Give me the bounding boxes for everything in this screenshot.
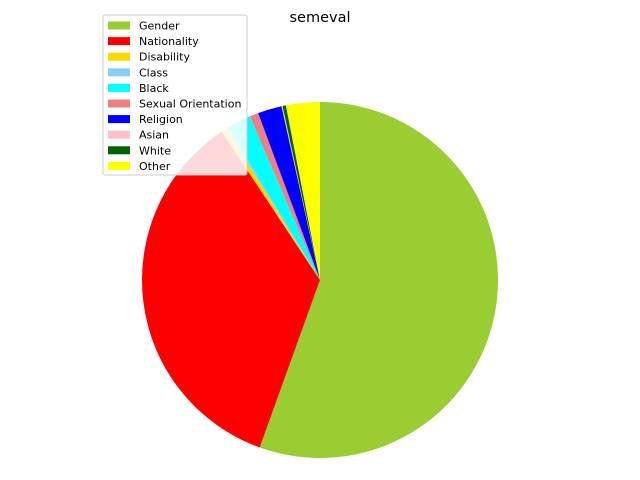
legend-swatch xyxy=(108,21,130,30)
legend-swatch xyxy=(108,68,130,77)
pie-slice-class xyxy=(226,127,320,281)
legend-swatch xyxy=(108,52,130,61)
pie-slice-asian xyxy=(281,105,320,280)
legend-label: Other xyxy=(139,160,171,173)
legend-box xyxy=(102,14,248,176)
legend-swatch xyxy=(108,83,130,92)
legend-label: Black xyxy=(139,82,169,95)
legend-swatch xyxy=(108,161,130,170)
pie-slice-black xyxy=(228,116,320,280)
legend-label: Gender xyxy=(139,20,180,33)
pie-slice-other xyxy=(285,102,320,280)
legend-label: Nationality xyxy=(139,35,199,48)
pie-slice-sexual-orientation xyxy=(249,113,320,280)
legend-label: Class xyxy=(139,66,168,79)
pie-slice-gender xyxy=(259,102,499,458)
legend-swatch xyxy=(108,130,130,139)
pie-slice-nationality xyxy=(142,131,320,448)
pie-slice-white xyxy=(282,105,320,280)
pie-slices xyxy=(142,102,499,458)
legend-swatch xyxy=(108,99,130,108)
legend-swatch xyxy=(108,115,130,124)
legend-swatch xyxy=(108,37,130,46)
legend-label: Asian xyxy=(139,129,169,142)
legend-label: White xyxy=(139,144,171,157)
pie-slice-religion xyxy=(258,106,320,281)
chart-title: semeval xyxy=(289,10,350,26)
legend: Gender Nationality Disability Class Black Sex… xyxy=(102,14,248,176)
legend-label: Sexual Orientation xyxy=(139,98,241,111)
legend-label: Disability xyxy=(139,51,190,64)
legend-label: Religion xyxy=(139,113,183,126)
legend-swatch xyxy=(108,146,130,155)
